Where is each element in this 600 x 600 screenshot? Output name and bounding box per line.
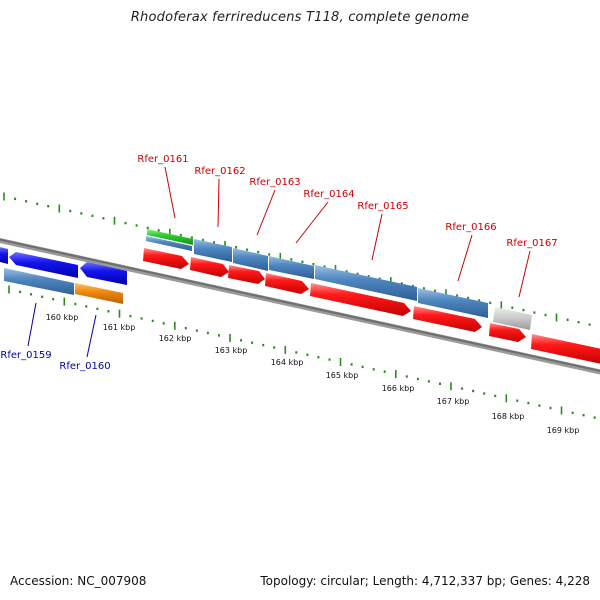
cds-arrow[interactable] (413, 306, 482, 332)
genome-summary: Topology: circular; Length: 4,712,337 bp… (260, 574, 590, 588)
scale-label: 163 kbp (215, 346, 248, 355)
cds-arrow[interactable] (310, 283, 411, 316)
gene-label-leaders (27, 166, 531, 358)
gene-feature-blue-reverse[interactable] (0, 247, 8, 264)
gene-feature-blue[interactable] (146, 236, 192, 251)
gene-feature-blue[interactable] (315, 265, 417, 301)
gene-label[interactable]: Rfer_0165 (357, 201, 408, 212)
cds-arrow[interactable] (265, 273, 309, 294)
cds-arrow[interactable] (228, 265, 265, 284)
cds-arrow[interactable] (489, 323, 526, 342)
gene-label[interactable]: Rfer_0160 (59, 361, 110, 372)
scale-labels: 160 kbp 161 kbp 162 kbp 163 kbp 164 kbp … (46, 313, 580, 435)
gene-label[interactable]: Rfer_0162 (194, 166, 245, 177)
scale-label: 167 kbp (437, 397, 470, 406)
gene-label[interactable]: Rfer_0166 (445, 222, 496, 233)
gene-feature-orange[interactable] (75, 283, 123, 304)
cds-arrow[interactable] (143, 248, 189, 269)
gene-feature-blue[interactable] (194, 239, 232, 262)
page-title: Rhodoferax ferrireducens T118, complete … (130, 10, 470, 25)
gene-feature-blue[interactable] (269, 256, 314, 279)
scale-label: 161 kbp (103, 323, 136, 332)
gene-labels-bottom: Rfer_0159 Rfer_0160 (0, 350, 110, 372)
lower-tick-ruler (8, 285, 596, 419)
gene-feature-blue-reverse[interactable] (9, 252, 78, 278)
gene-features (0, 229, 600, 364)
scale-label: 160 kbp (46, 313, 79, 322)
gene-feature-blue-reverse[interactable] (80, 262, 127, 285)
scale-label: 168 kbp (492, 412, 525, 421)
gene-label[interactable]: Rfer_0164 (303, 189, 354, 200)
genome-backbone (0, 238, 600, 375)
gene-label[interactable]: Rfer_0159 (0, 350, 51, 361)
accession-label: Accession: NC_007908 (10, 574, 147, 588)
gene-label[interactable]: Rfer_0161 (137, 154, 188, 165)
gene-feature-steelblue[interactable] (4, 268, 74, 295)
gene-feature-blue[interactable] (418, 288, 488, 318)
cds-arrow[interactable] (531, 334, 600, 364)
gene-label[interactable]: Rfer_0163 (249, 177, 300, 188)
gene-label[interactable]: Rfer_0167 (506, 238, 557, 249)
upper-tick-ruler (3, 192, 591, 326)
gene-feature-blue[interactable] (233, 248, 268, 271)
gene-labels-top: Rfer_0161 Rfer_0162 Rfer_0163 Rfer_0164 … (137, 154, 557, 249)
gene-feature-green[interactable] (147, 229, 193, 245)
cds-arrow[interactable] (190, 257, 229, 277)
scale-label: 165 kbp (326, 371, 359, 380)
scale-label: 164 kbp (271, 358, 304, 367)
scale-label: 166 kbp (382, 384, 415, 393)
scale-label: 162 kbp (159, 334, 192, 343)
gene-feature-gray[interactable] (493, 307, 532, 330)
scale-label: 169 kbp (547, 426, 580, 435)
